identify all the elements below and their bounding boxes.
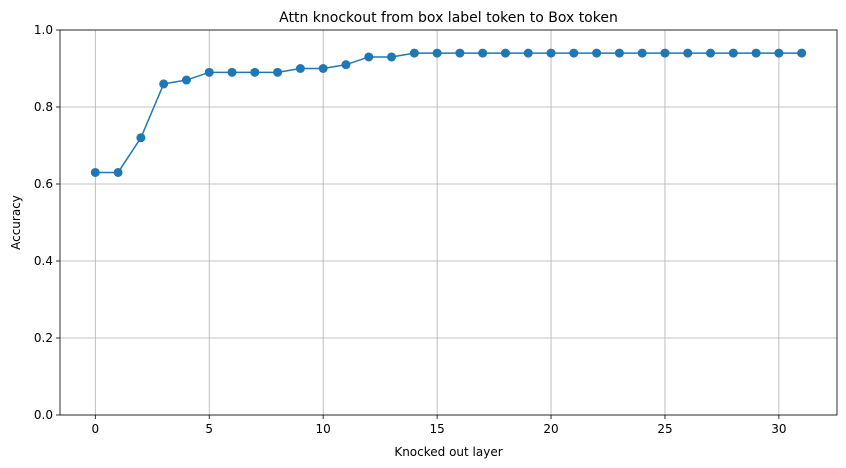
axis-ticks: 0 5 10 15 20 25 30 0.0 0.2 0.4 0.6 0.8 1.0 <box>34 23 787 436</box>
data-point <box>478 48 488 58</box>
x-tick-label: 10 <box>316 422 331 436</box>
data-point <box>409 48 419 58</box>
data-point <box>728 48 738 58</box>
y-axis-label: Accuracy <box>9 195 23 250</box>
data-point <box>250 67 260 77</box>
y-tick-label: 0.0 <box>34 408 53 422</box>
x-tick-label: 5 <box>205 422 213 436</box>
data-point <box>159 79 169 89</box>
data-point <box>204 67 214 77</box>
data-point <box>90 167 100 177</box>
x-tick-label: 15 <box>429 422 444 436</box>
chart-title: Attn knockout from box label token to Bo… <box>279 10 618 26</box>
data-point <box>113 167 123 177</box>
data-point <box>774 48 784 58</box>
data-point <box>751 48 761 58</box>
data-point <box>683 48 693 58</box>
y-tick-label: 1.0 <box>34 23 53 37</box>
data-point <box>455 48 465 58</box>
data-point <box>637 48 647 58</box>
data-point <box>797 48 807 58</box>
y-tick-label: 0.2 <box>34 331 53 345</box>
y-tick-label: 0.6 <box>34 177 53 191</box>
data-point <box>592 48 602 58</box>
data-point <box>569 48 579 58</box>
data-point <box>387 52 397 62</box>
data-point <box>318 64 328 73</box>
y-tick-label: 0.8 <box>34 100 53 114</box>
data-point <box>500 48 510 58</box>
y-tick-label: 0.4 <box>34 254 53 268</box>
data-point <box>273 67 283 77</box>
data-point <box>136 133 146 143</box>
data-point <box>341 60 351 70</box>
x-tick-label: 0 <box>91 422 99 436</box>
data-point <box>523 48 533 58</box>
plot-frame <box>59 29 838 416</box>
x-tick-label: 30 <box>771 422 786 436</box>
data-point <box>706 48 716 58</box>
series-accuracy <box>90 48 807 177</box>
grid-lines <box>60 29 837 416</box>
data-point <box>432 48 442 58</box>
data-point <box>181 75 191 85</box>
x-axis-label: Knocked out layer <box>394 445 502 459</box>
x-tick-label: 25 <box>657 422 672 436</box>
data-point <box>227 67 237 77</box>
data-point <box>614 48 624 58</box>
data-point <box>546 48 556 58</box>
x-tick-label: 20 <box>543 422 558 436</box>
data-point <box>660 48 670 58</box>
data-point <box>295 64 305 73</box>
series-line <box>95 52 802 174</box>
data-point <box>364 52 374 62</box>
